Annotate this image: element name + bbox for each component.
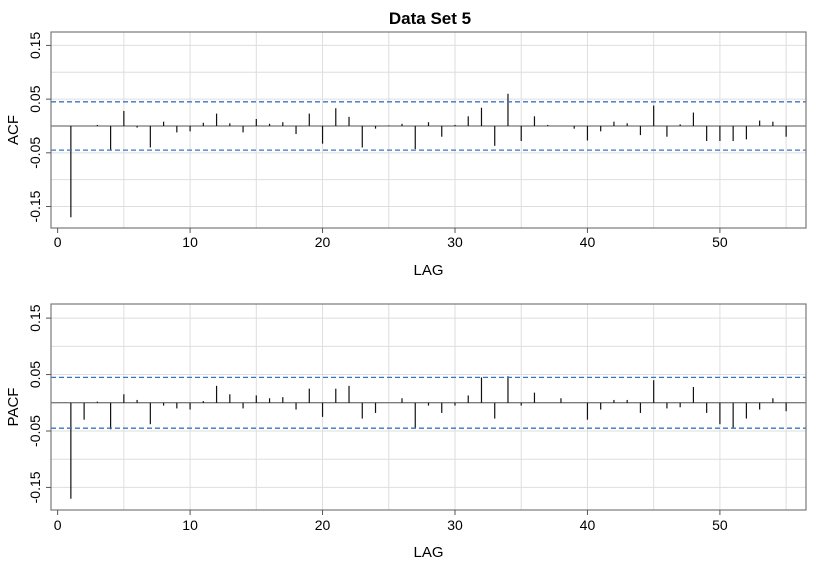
pacf-panel: 0 10 20 30 40 50 0.15 0.05 -0.05 -0.15 LAG PACF [5, 303, 807, 561]
pacf-y-axis-label: PACF [5, 388, 22, 427]
pacf-y-tick-label: 0.05 [27, 361, 43, 388]
acf-y-tick-label: 0.05 [27, 85, 43, 112]
acf-x-tick-label: 40 [580, 234, 596, 250]
pacf-x-axis-label: LAG [413, 544, 443, 561]
pacf-plot-area [51, 304, 806, 510]
pacf-y-tick-label: -0.15 [27, 471, 43, 503]
acf-x-axis-label: LAG [413, 262, 443, 279]
acf-x-tick-label: 50 [712, 234, 728, 250]
pacf-x-tick-label: 0 [54, 517, 62, 533]
pacf-y-tick-label: -0.05 [27, 415, 43, 447]
pacf-x-tick-label: 40 [580, 517, 596, 533]
pacf-x-tick-label: 10 [182, 517, 198, 533]
pacf-x-tick-label: 20 [315, 517, 331, 533]
pacf-y-tick-label: 0.15 [27, 304, 43, 331]
acf-confidence-bounds [51, 101, 806, 151]
acf-x-tick-labels: 0 10 20 30 40 50 [54, 228, 728, 250]
chart-title: Data Set 5 [389, 9, 471, 28]
acf-x-tick-label: 10 [182, 234, 198, 250]
pacf-y-tick-labels: 0.15 0.05 -0.05 -0.15 [27, 304, 51, 503]
pacf-x-tick-labels: 0 10 20 30 40 50 [54, 510, 728, 533]
acf-y-tick-labels: 0.15 0.05 -0.05 -0.15 [27, 32, 51, 222]
pacf-confidence-bounds [51, 376, 806, 429]
pacf-x-tick-label: 50 [712, 517, 728, 533]
pacf-bars [70, 376, 787, 499]
acf-plot-area [51, 32, 806, 228]
pacf-x-tick-label: 30 [447, 517, 463, 533]
acf-y-tick-label: -0.15 [27, 190, 43, 222]
acf-plot-frame [50, 31, 807, 229]
acf-x-tick-label: 20 [315, 234, 331, 250]
acf-y-tick-label: 0.15 [27, 32, 43, 59]
acf-y-tick-label: -0.05 [27, 137, 43, 169]
acf-x-tick-label: 30 [447, 234, 463, 250]
acf-x-tick-label: 0 [54, 234, 62, 250]
acf-bars [70, 93, 787, 218]
acf-panel: Data Set 5 0 10 20 30 40 50 0.15 0.05 -0.05 -0.1… [5, 9, 807, 279]
acf-y-axis-label: ACF [5, 115, 22, 145]
pacf-plot-frame [50, 303, 807, 511]
